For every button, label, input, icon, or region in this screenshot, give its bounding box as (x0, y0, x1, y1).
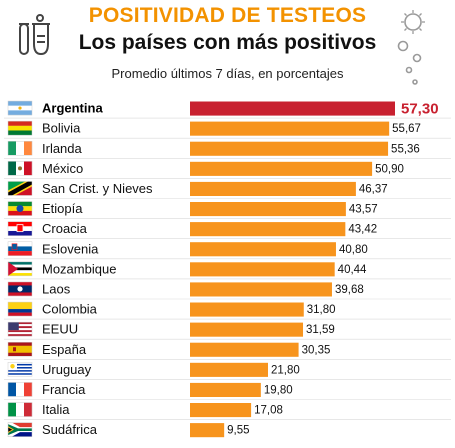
bar-croacia (190, 222, 346, 237)
bar-irlanda (190, 141, 389, 156)
lab-tubes-icon (19, 14, 50, 56)
bar-eeuu (190, 322, 304, 337)
country-label-laos: Laos (42, 281, 71, 296)
flag-ethiopia-icon (7, 201, 33, 216)
country-label-uruguay: Uruguay (42, 362, 92, 377)
country-label-eslovenia: Eslovenia (42, 241, 99, 256)
bar-bolivia (190, 121, 390, 136)
country-label-etiop-a: Etiopía (42, 201, 83, 216)
country-label-argentina: Argentina (42, 101, 103, 116)
bar-sud-frica (190, 423, 225, 438)
bar-espa-a (190, 342, 299, 357)
value-label-croacia: 43,42 (348, 224, 377, 236)
value-label-san-crist-y-nieves: 46,37 (359, 183, 388, 195)
country-label-sud-frica: Sudáfrica (42, 422, 98, 437)
country-label-colombia: Colombia (42, 302, 98, 317)
bar-uruguay (190, 362, 268, 377)
chart-subtitle: Los países con más positivos (78, 31, 377, 54)
value-label-etiop-a: 43,57 (349, 204, 378, 216)
virus-decoration-icon (397, 10, 425, 85)
value-label-francia: 19,80 (264, 384, 293, 396)
value-label-mozambique: 40,44 (338, 264, 367, 276)
flag-france-icon (7, 382, 33, 397)
bar-etiop-a (190, 202, 346, 217)
flag-uruguay-icon (7, 362, 33, 377)
value-label-eeuu: 31,59 (306, 324, 335, 336)
value-label-sud-frica: 9,55 (227, 425, 249, 437)
flag-slovenia-icon (7, 241, 33, 256)
flag-mozambique-icon (7, 261, 33, 277)
country-label-italia: Italia (42, 402, 70, 417)
country-label-irlanda: Irlanda (42, 141, 83, 156)
flag-croatia-icon (7, 221, 33, 236)
country-label-francia: Francia (42, 382, 86, 397)
flag-south-africa-icon (7, 422, 33, 437)
value-label-italia: 17,08 (254, 405, 283, 417)
flag-spain-icon (7, 342, 33, 357)
bar-san-crist-y-nieves (190, 181, 356, 196)
bar-mozambique (190, 262, 335, 277)
flag-mexico-icon (7, 161, 33, 176)
value-label-argentina: 57,30 (401, 101, 439, 118)
flag-usa-icon (7, 321, 33, 337)
value-label-bolivia: 55,67 (392, 123, 421, 135)
flag-saint-kitts-icon (7, 181, 33, 196)
bar-italia (190, 403, 252, 418)
value-label-espa-a: 30,35 (302, 344, 331, 356)
flag-laos-icon (7, 281, 33, 297)
value-label-colombia: 31,80 (307, 304, 336, 316)
flag-colombia-icon (7, 301, 33, 317)
country-label-mozambique: Mozambique (42, 261, 116, 276)
country-label-m-xico: México (42, 161, 83, 176)
value-label-m-xico: 50,90 (375, 163, 404, 175)
bar-m-xico (190, 161, 373, 176)
country-label-espa-a: España (42, 342, 87, 357)
value-label-laos: 39,68 (335, 284, 364, 296)
bar-chart: Argentina 57,30 Bolivia 55,67 Irlanda 55,36 Mé… (4, 100, 451, 438)
country-label-croacia: Croacia (42, 221, 88, 236)
bar-laos (190, 282, 332, 297)
value-label-uruguay: 21,80 (271, 364, 300, 376)
chart-title: POSITIVIDAD DE TESTEOS (88, 4, 367, 27)
flag-argentina-icon (7, 100, 33, 116)
bar-colombia (190, 302, 304, 317)
country-label-bolivia: Bolivia (42, 121, 81, 136)
value-label-eslovenia: 40,80 (339, 244, 368, 256)
flag-bolivia-icon (7, 120, 33, 136)
country-label-san-crist-y-nieves: San Crist. y Nieves (42, 181, 153, 196)
flag-ireland-icon (7, 141, 33, 156)
bar-francia (190, 382, 261, 397)
bar-eslovenia (190, 242, 336, 257)
flag-italy-icon (7, 402, 33, 417)
bar-argentina (190, 101, 395, 116)
chart-note: Promedio últimos 7 días, en porcentajes (111, 66, 344, 81)
country-label-eeuu: EEUU (42, 322, 78, 337)
value-label-irlanda: 55,36 (391, 143, 420, 155)
